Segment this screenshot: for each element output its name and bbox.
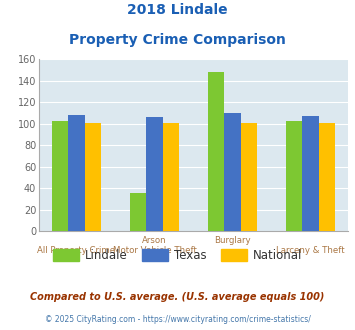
Text: Property Crime Comparison: Property Crime Comparison <box>69 33 286 47</box>
Bar <box>241 123 257 231</box>
Text: Burglary: Burglary <box>214 236 251 245</box>
Text: Arson: Arson <box>142 236 167 245</box>
Text: © 2025 CityRating.com - https://www.cityrating.com/crime-statistics/: © 2025 CityRating.com - https://www.city… <box>45 315 310 324</box>
Bar <box>224 113 241 231</box>
Bar <box>286 120 302 231</box>
Bar <box>208 72 224 231</box>
Bar <box>68 115 85 231</box>
Text: All Property Crime: All Property Crime <box>37 246 115 255</box>
Text: Larceny & Theft: Larceny & Theft <box>276 246 345 255</box>
Bar <box>130 193 146 231</box>
Bar <box>163 123 179 231</box>
Bar <box>319 123 335 231</box>
Bar <box>52 120 68 231</box>
Text: Compared to U.S. average. (U.S. average equals 100): Compared to U.S. average. (U.S. average … <box>30 292 325 302</box>
Legend: Lindale, Texas, National: Lindale, Texas, National <box>48 244 307 266</box>
Text: Motor Vehicle Theft: Motor Vehicle Theft <box>113 246 196 255</box>
Bar <box>146 117 163 231</box>
Bar <box>85 123 101 231</box>
Bar <box>302 116 319 231</box>
Text: 2018 Lindale: 2018 Lindale <box>127 3 228 17</box>
